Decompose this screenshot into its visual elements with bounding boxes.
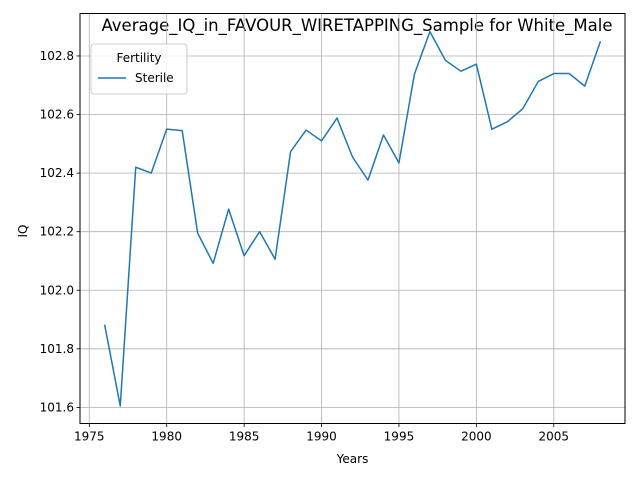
y-tick-label: 102.4	[40, 166, 74, 180]
x-tick-label: 2005	[539, 430, 570, 444]
legend-title: Fertility	[116, 51, 161, 65]
y-tick-label: 101.6	[40, 400, 74, 414]
y-axis-label: IQ	[16, 225, 30, 238]
y-tick-label: 102.2	[40, 225, 74, 239]
x-axis-ticks: 1975 1980 1985 1990 1995 2000 2005	[74, 423, 570, 444]
x-tick-label: 1985	[229, 430, 260, 444]
y-gridlines	[80, 55, 625, 408]
x-tick-label: 1995	[384, 430, 415, 444]
y-tick-label: 101.8	[40, 342, 74, 356]
x-tick-label: 1975	[74, 430, 105, 444]
y-tick-label: 102.0	[40, 283, 74, 297]
y-axis-ticks: 101.6 101.8 102.0 102.2 102.4 102.6 102.8	[40, 49, 80, 414]
legend-label-sterile: Sterile	[135, 71, 174, 85]
legend: Fertility Sterile	[90, 43, 188, 95]
plot-area-frame	[79, 13, 626, 424]
legend-box	[90, 43, 188, 95]
y-tick-label: 102.6	[40, 108, 74, 122]
x-tick-label: 1990	[306, 430, 337, 444]
x-tick-label: 2000	[461, 430, 492, 444]
x-axis-label: Years	[336, 452, 369, 466]
y-tick-label: 102.8	[40, 49, 74, 63]
series-layer	[103, 30, 602, 407]
chart-title: Average_IQ_in_FAVOUR_WIRETAPPING_Sample …	[101, 16, 612, 36]
x-tick-label: 1980	[151, 430, 182, 444]
series-line-sterile	[103, 30, 602, 407]
